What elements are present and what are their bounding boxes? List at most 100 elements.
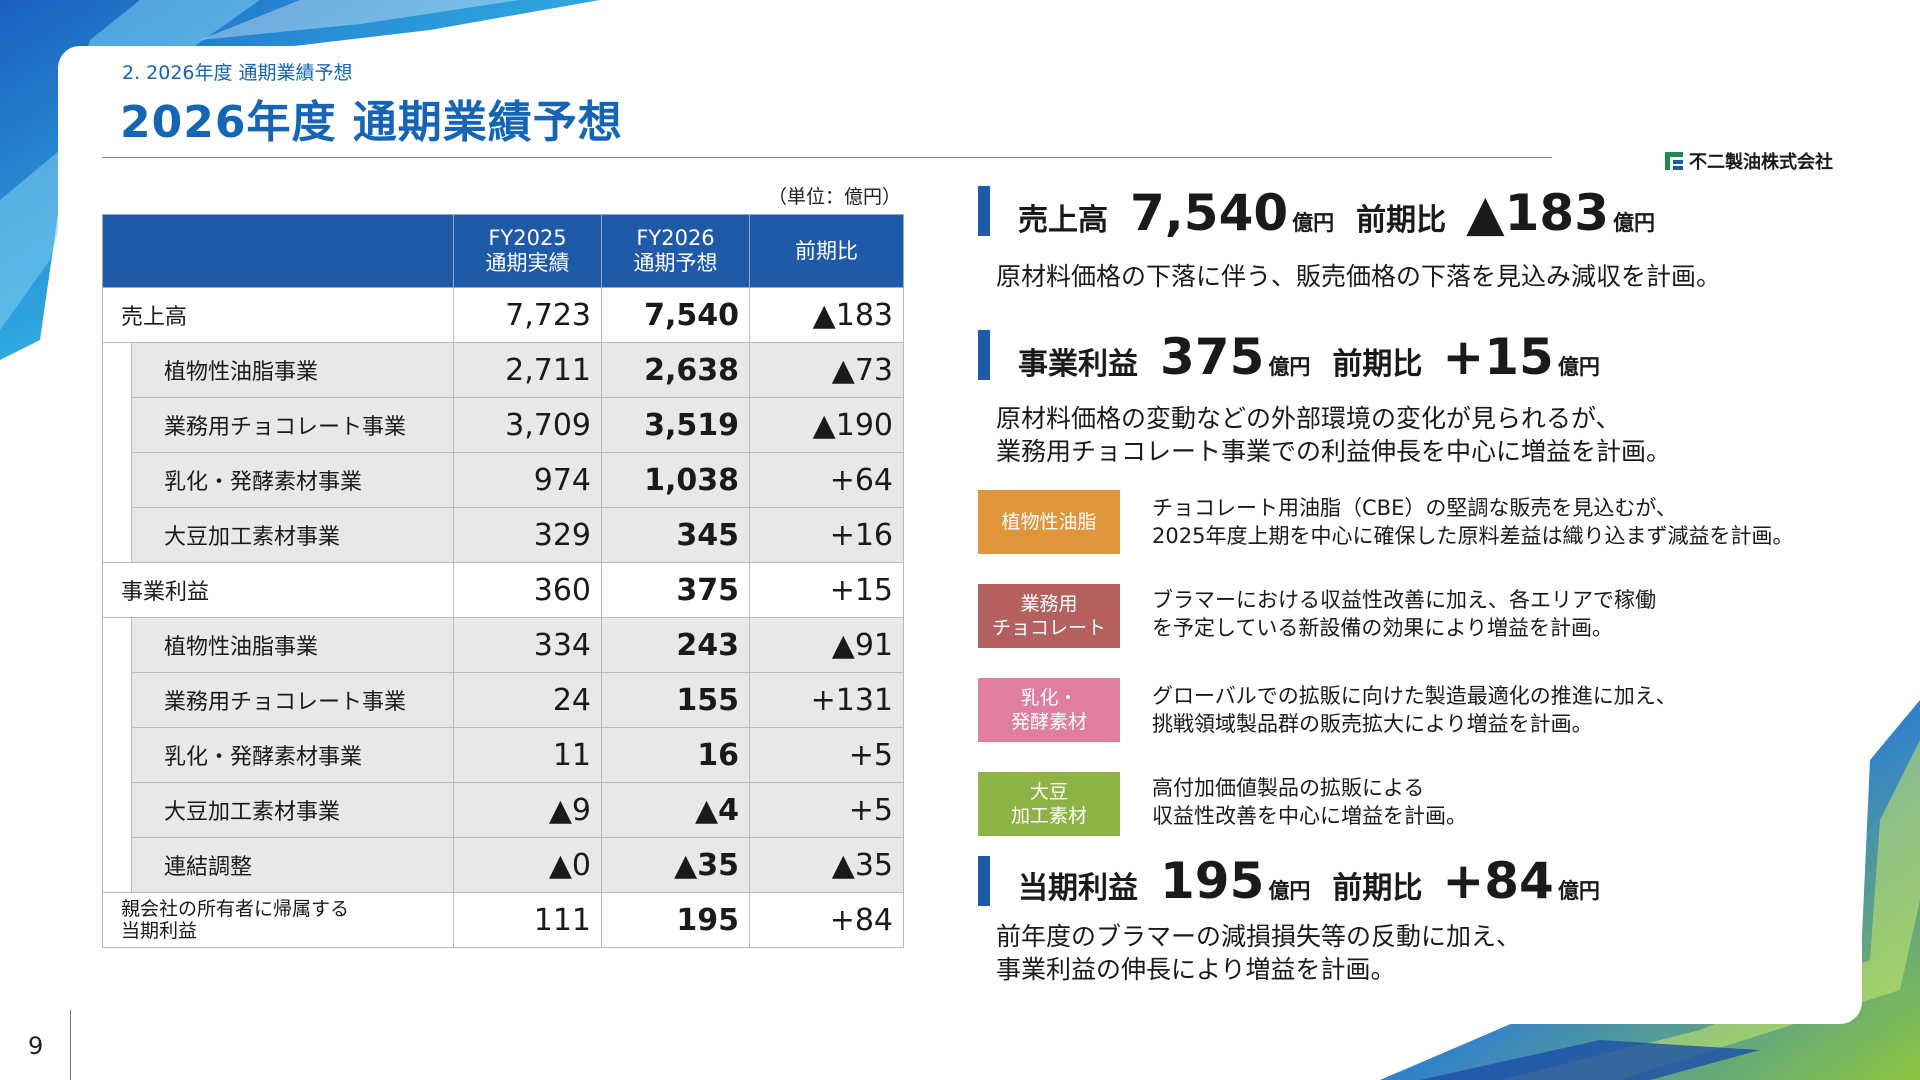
segment-text-emulsified: グローバルでの拡販に向けた製造最適化の推進に加え、 挑戦領域製品群の販売拡大によ… <box>1152 682 1677 738</box>
table-row: 乳化・発酵素材事業 974 1,038 +64 <box>102 452 904 508</box>
segment-text-soy: 高付加価値製品の拡販による 収益性改善を中心に増益を計画。 <box>1152 774 1467 830</box>
table-row: 親会社の所有者に帰属する 当期利益 111 195 +84 <box>102 892 904 948</box>
segment-text-line2: を予定している新設備の効果により増益を計画。 <box>1152 616 1613 640</box>
cell-diff: ▲35 <box>749 837 904 893</box>
cell-fy2026: 243 <box>601 617 750 673</box>
cell-diff: +84 <box>749 892 904 948</box>
cell-fy2025: 24 <box>453 672 602 728</box>
highlight-bar-profit <box>978 330 990 380</box>
headline-comp-value: ▲183 <box>1466 184 1609 242</box>
row-label: 連結調整 <box>131 837 454 893</box>
row-label-line1: 親会社の所有者に帰属する <box>121 898 350 920</box>
table-row: 業務用チョコレート事業 3,709 3,519 ▲190 <box>102 397 904 453</box>
cell-fy2026: 375 <box>601 562 750 618</box>
headline-value: 195 <box>1160 852 1265 910</box>
headline-comp-value: +84 <box>1442 852 1554 910</box>
headline-label: 売上高 <box>1018 203 1108 238</box>
cell-fy2026: 155 <box>601 672 750 728</box>
segment-tag-line2: 発酵素材 <box>1010 711 1087 733</box>
headline-comp-label: 前期比 <box>1332 347 1423 382</box>
indent-spacer <box>102 727 132 783</box>
table-row: 連結調整 ▲0 ▲35 ▲35 <box>102 837 904 893</box>
page-number: 9 <box>28 1032 44 1060</box>
row-label: 売上高 <box>102 287 454 343</box>
cell-diff: ▲91 <box>749 617 904 673</box>
indent-spacer <box>102 452 132 508</box>
headline-comp-unit: 億円 <box>1557 879 1600 903</box>
table-row: 乳化・発酵素材事業 11 16 +5 <box>102 727 904 783</box>
headline-value: 375 <box>1160 328 1265 386</box>
headline-unit: 億円 <box>1292 211 1335 235</box>
segment-tag-oils: 植物性油脂 <box>978 490 1120 554</box>
table-row: 植物性油脂事業 334 243 ▲91 <box>102 617 904 673</box>
headline-value: 7,540 <box>1130 184 1289 242</box>
page-number-divider <box>70 1010 71 1080</box>
headline-unit: 億円 <box>1268 355 1311 379</box>
segment-tag-line1: 大豆 <box>1029 781 1068 803</box>
column-header-line2: 通期実績 <box>485 251 570 275</box>
headline-label: 事業利益 <box>1018 347 1138 382</box>
column-header-diff: 前期比 <box>749 214 904 288</box>
segment-tag-soy: 大豆 加工素材 <box>978 772 1120 836</box>
cell-fy2026: 195 <box>601 892 750 948</box>
cell-fy2025: 974 <box>453 452 602 508</box>
cell-diff: +64 <box>749 452 904 508</box>
cell-fy2025: 329 <box>453 507 602 563</box>
column-header-line1: FY2026 <box>636 226 715 250</box>
cell-fy2025: 3,709 <box>453 397 602 453</box>
cell-fy2026: 345 <box>601 507 750 563</box>
header-blank-cell <box>102 214 454 288</box>
column-header-line1: FY2025 <box>488 226 567 250</box>
profit-description: 原材料価格の変動などの外部環境の変化が見られるが、 業務用チョコレート事業での利… <box>996 402 1671 468</box>
net-description-line2: 事業利益の伸長により増益を計画。 <box>996 955 1396 984</box>
cell-diff: ▲183 <box>749 287 904 343</box>
indent-spacer <box>102 397 132 453</box>
cell-fy2026: 3,519 <box>601 397 750 453</box>
company-logo: 不二製油株式会社 <box>1665 148 1833 174</box>
row-label: 業務用チョコレート事業 <box>131 672 454 728</box>
cell-fy2026: ▲35 <box>601 837 750 893</box>
headline-unit: 億円 <box>1268 879 1311 903</box>
cell-fy2025: 360 <box>453 562 602 618</box>
segment-text-line2: 収益性改善を中心に増益を計画。 <box>1152 804 1467 828</box>
cell-diff: +16 <box>749 507 904 563</box>
table-row: 事業利益 360 375 +15 <box>102 562 904 618</box>
indent-spacer <box>102 342 132 398</box>
cell-fy2025: 7,723 <box>453 287 602 343</box>
segment-text-line1: ブラマーにおける収益性改善に加え、各エリアで稼働 <box>1152 588 1656 612</box>
segment-text-chocolate: ブラマーにおける収益性改善に加え、各エリアで稼働 を予定している新設備の効果によ… <box>1152 586 1656 642</box>
segment-tag-emulsified: 乳化・ 発酵素材 <box>978 678 1120 742</box>
cell-fy2025: 111 <box>453 892 602 948</box>
column-header-line1: 前期比 <box>795 238 858 263</box>
row-label: 乳化・発酵素材事業 <box>131 727 454 783</box>
segment-tag-chocolate: 業務用 チョコレート <box>978 584 1120 648</box>
cell-fy2025: ▲9 <box>453 782 602 838</box>
cell-diff: ▲73 <box>749 342 904 398</box>
row-label: 植物性油脂事業 <box>131 342 454 398</box>
forecast-table: FY2025 通期実績 FY2026 通期予想 前期比 売上高 7,723 7,… <box>102 214 904 948</box>
table-row: 大豆加工素材事業 ▲9 ▲4 +5 <box>102 782 904 838</box>
row-label: 事業利益 <box>102 562 454 618</box>
column-header-fy2025: FY2025 通期実績 <box>453 214 602 288</box>
cell-fy2025: 11 <box>453 727 602 783</box>
cell-diff: ▲190 <box>749 397 904 453</box>
segment-tag-line2: チョコレート <box>991 617 1106 639</box>
headline-comp-label: 前期比 <box>1356 203 1447 238</box>
segment-tag-line1: 乳化・ <box>1020 687 1078 709</box>
row-label: 親会社の所有者に帰属する 当期利益 <box>102 892 454 948</box>
row-label: 乳化・発酵素材事業 <box>131 452 454 508</box>
cell-diff: +131 <box>749 672 904 728</box>
indent-spacer <box>102 617 132 673</box>
table-header-row: FY2025 通期実績 FY2026 通期予想 前期比 <box>102 214 904 288</box>
row-label: 大豆加工素材事業 <box>131 782 454 838</box>
row-label: 大豆加工素材事業 <box>131 507 454 563</box>
column-header-fy2026: FY2026 通期予想 <box>601 214 750 288</box>
cell-fy2025: 334 <box>453 617 602 673</box>
page-title: 2026年度 通期業績予想 <box>120 97 623 148</box>
column-header-line2: 通期予想 <box>633 251 718 275</box>
profit-description-line2: 業務用チョコレート事業での利益伸長を中心に増益を計画。 <box>996 437 1672 466</box>
segment-text-line1: グローバルでの拡販に向けた製造最適化の推進に加え、 <box>1152 684 1677 708</box>
headline-label: 当期利益 <box>1018 871 1138 906</box>
segment-text-line1: チョコレート用油脂（CBE）の堅調な販売を見込むが、 <box>1152 496 1677 520</box>
breadcrumb: 2. 2026年度 通期業績予想 <box>122 62 353 84</box>
